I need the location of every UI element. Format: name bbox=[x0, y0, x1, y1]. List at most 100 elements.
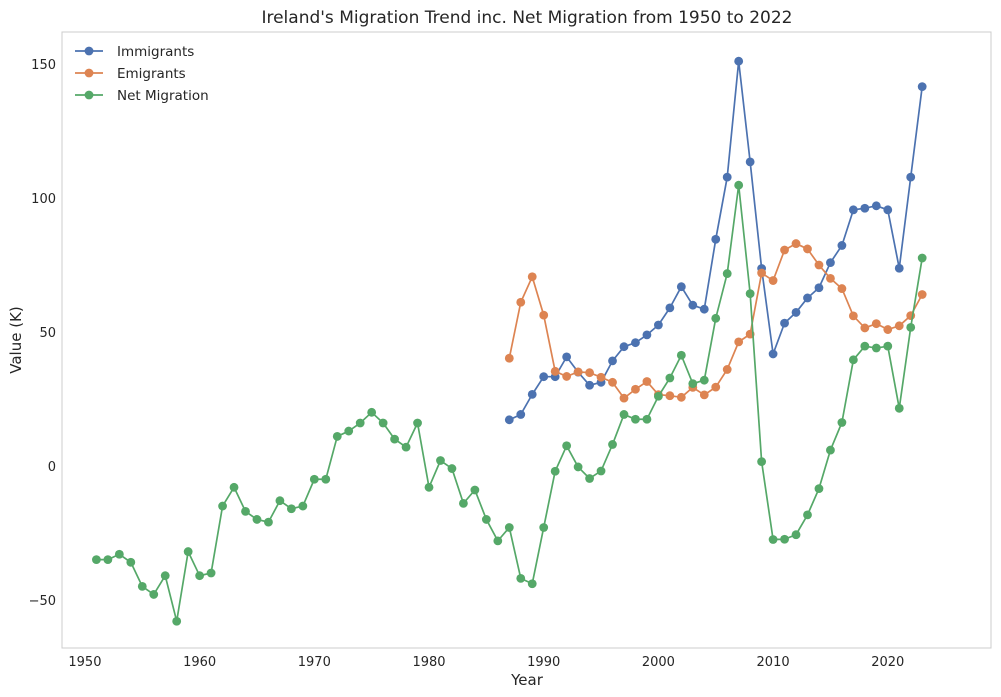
data-point-emigrants bbox=[608, 377, 617, 387]
data-point-immigrants bbox=[837, 241, 847, 250]
data-point-net-migration bbox=[264, 517, 273, 527]
series-emigrants bbox=[504, 239, 927, 403]
data-point-net-migration bbox=[195, 571, 205, 581]
data-point-net-migration bbox=[344, 426, 354, 436]
data-point-net-migration bbox=[917, 253, 927, 263]
y-axis-label: Value (K) bbox=[7, 306, 25, 374]
data-point-immigrants bbox=[653, 320, 663, 330]
data-point-immigrants bbox=[642, 330, 652, 340]
data-point-emigrants bbox=[734, 337, 744, 347]
data-point-net-migration bbox=[378, 418, 388, 428]
data-point-net-migration bbox=[562, 441, 572, 451]
data-point-emigrants bbox=[631, 384, 640, 394]
legend-marker bbox=[84, 46, 94, 56]
data-point-net-migration bbox=[92, 555, 101, 565]
data-point-emigrants bbox=[871, 319, 881, 329]
data-point-net-migration bbox=[871, 343, 881, 353]
data-point-net-migration bbox=[596, 466, 606, 476]
data-point-net-migration bbox=[241, 507, 250, 516]
data-point-net-migration bbox=[527, 579, 537, 589]
data-point-net-migration bbox=[676, 350, 686, 360]
legend-item-immigrants: Immigrants bbox=[75, 44, 194, 60]
data-point-immigrants bbox=[894, 263, 904, 273]
data-point-immigrants bbox=[791, 308, 801, 317]
data-point-net-migration bbox=[321, 474, 331, 484]
data-point-net-migration bbox=[413, 418, 422, 428]
data-point-net-migration bbox=[298, 501, 308, 511]
data-point-net-migration bbox=[826, 445, 835, 455]
data-point-net-migration bbox=[493, 536, 503, 546]
data-point-immigrants bbox=[676, 282, 686, 292]
data-point-emigrants bbox=[699, 390, 709, 400]
x-tick-label: 1970 bbox=[298, 655, 331, 670]
x-tick-label: 1960 bbox=[183, 655, 216, 670]
data-point-immigrants bbox=[722, 172, 732, 182]
data-point-immigrants bbox=[619, 342, 629, 352]
data-point-immigrants bbox=[848, 205, 858, 215]
x-axis-label: Year bbox=[510, 671, 544, 689]
data-point-emigrants bbox=[803, 244, 812, 254]
data-point-net-migration bbox=[688, 379, 698, 389]
data-point-net-migration bbox=[642, 414, 652, 424]
data-point-net-migration bbox=[183, 547, 193, 556]
chart-title: Ireland's Migration Trend inc. Net Migra… bbox=[261, 8, 792, 28]
data-point-emigrants bbox=[539, 310, 549, 320]
data-point-net-migration bbox=[768, 535, 778, 544]
data-point-immigrants bbox=[631, 338, 640, 348]
data-point-net-migration bbox=[539, 523, 549, 532]
data-point-net-migration bbox=[367, 407, 377, 417]
data-point-emigrants bbox=[826, 274, 835, 283]
data-point-net-migration bbox=[745, 289, 755, 299]
data-point-emigrants bbox=[894, 321, 904, 331]
data-point-immigrants bbox=[745, 157, 755, 167]
data-point-net-migration bbox=[722, 269, 732, 278]
data-point-emigrants bbox=[883, 325, 893, 334]
data-point-emigrants bbox=[596, 372, 606, 382]
data-point-immigrants bbox=[768, 349, 778, 359]
data-point-immigrants bbox=[883, 205, 893, 215]
data-point-emigrants bbox=[527, 272, 537, 282]
data-point-immigrants bbox=[814, 283, 824, 293]
data-point-immigrants bbox=[665, 303, 675, 313]
data-point-net-migration bbox=[803, 510, 812, 520]
series-layer bbox=[92, 56, 927, 626]
legend: Immigrants Emigrants Net Migration bbox=[75, 44, 209, 104]
data-point-immigrants bbox=[917, 82, 927, 92]
y-tick-label: 100 bbox=[31, 192, 56, 207]
data-point-emigrants bbox=[504, 353, 514, 363]
data-point-net-migration bbox=[137, 582, 147, 591]
y-tick-label: 0 bbox=[48, 460, 56, 475]
data-point-net-migration bbox=[814, 484, 824, 494]
data-point-net-migration bbox=[780, 534, 789, 544]
data-point-emigrants bbox=[848, 311, 858, 321]
data-point-net-migration bbox=[608, 440, 617, 449]
x-tick-label: 1980 bbox=[412, 655, 445, 670]
data-point-net-migration bbox=[504, 523, 514, 532]
data-point-net-migration bbox=[883, 341, 893, 351]
y-axis-ticks: −50 0 50 100 150 bbox=[29, 58, 56, 609]
data-point-net-migration bbox=[894, 403, 904, 413]
data-point-immigrants bbox=[688, 300, 698, 310]
data-point-net-migration bbox=[791, 530, 801, 540]
series-net-migration bbox=[92, 180, 927, 626]
data-point-net-migration bbox=[631, 414, 640, 424]
y-tick-label: 50 bbox=[39, 326, 56, 341]
data-point-net-migration bbox=[103, 555, 113, 565]
x-tick-label: 2010 bbox=[757, 655, 790, 670]
data-point-net-migration bbox=[401, 442, 411, 452]
data-point-emigrants bbox=[585, 368, 594, 378]
data-point-net-migration bbox=[860, 341, 870, 351]
data-point-emigrants bbox=[860, 323, 870, 333]
data-point-emigrants bbox=[814, 260, 824, 270]
data-point-emigrants bbox=[665, 391, 675, 401]
data-point-net-migration bbox=[734, 180, 744, 190]
legend-item-emigrants: Emigrants bbox=[75, 66, 186, 82]
data-point-net-migration bbox=[665, 373, 675, 383]
data-point-emigrants bbox=[711, 382, 721, 392]
data-point-net-migration bbox=[252, 515, 262, 524]
data-point-emigrants bbox=[837, 284, 847, 293]
data-point-net-migration bbox=[332, 432, 342, 441]
data-point-immigrants bbox=[906, 172, 916, 182]
data-point-net-migration bbox=[619, 410, 629, 419]
